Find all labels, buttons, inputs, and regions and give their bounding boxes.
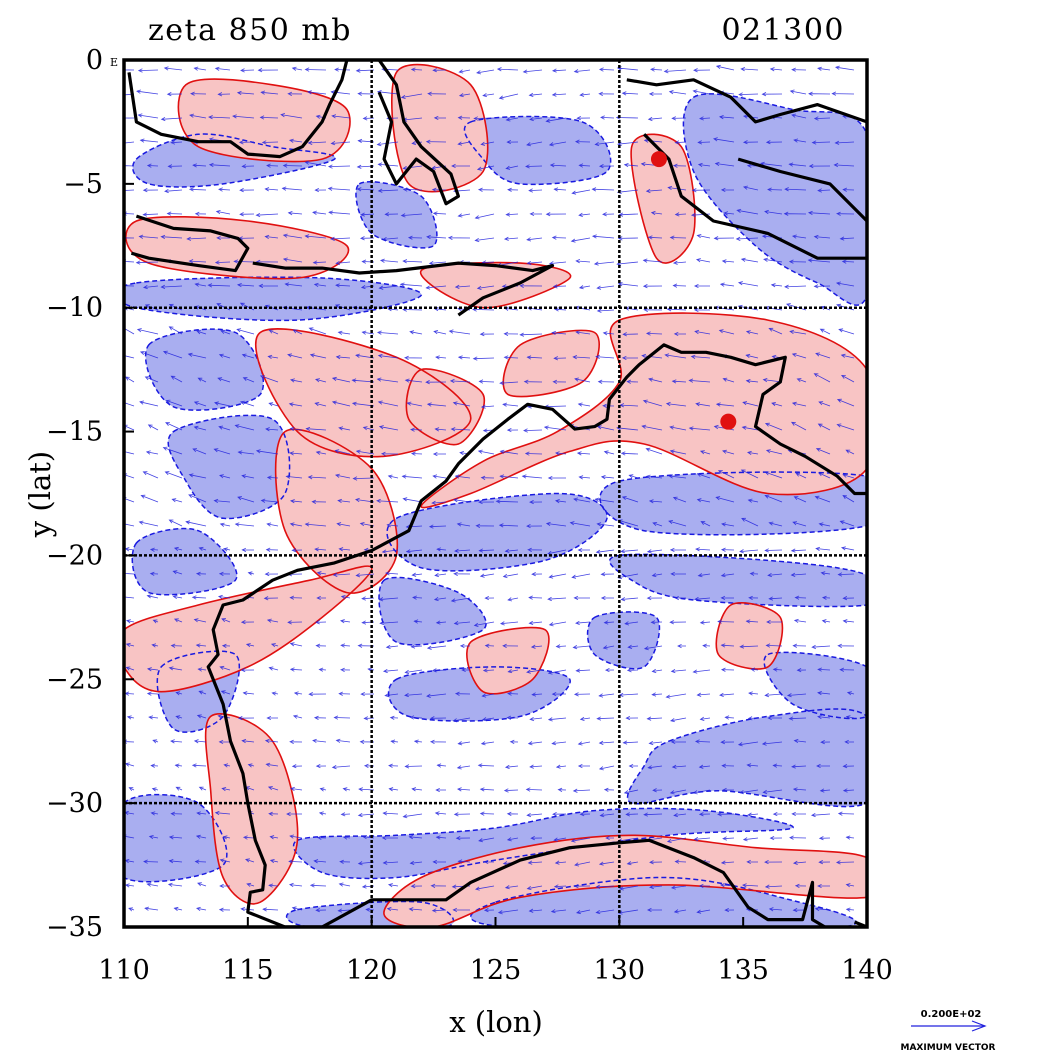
y-tick-label: −35 xyxy=(46,912,103,943)
negative-vorticity-region xyxy=(587,611,660,669)
negative-vorticity-region xyxy=(378,577,487,645)
x-axis-ticks: 110 115 120 125 130 135 140 xyxy=(98,917,893,986)
y-tick-label: −30 xyxy=(46,788,103,819)
x-tick-label: 110 xyxy=(98,955,150,986)
cyclone-marker xyxy=(650,151,667,168)
chart-title-right: 021300 xyxy=(721,13,845,48)
negative-vorticity-region xyxy=(609,554,867,607)
vector-legend-value: 0.200E+02 xyxy=(921,1009,982,1020)
coastline xyxy=(127,60,349,159)
y-tick-label: −25 xyxy=(46,664,103,695)
negative-vorticity-contour xyxy=(132,133,337,188)
negative-vorticity-contour xyxy=(124,793,228,883)
negative-vorticity-contour xyxy=(386,492,608,572)
coastline xyxy=(130,214,250,273)
y-tick-label: −20 xyxy=(46,540,103,571)
vector-legend-caption: MAXIMUM VECTOR xyxy=(900,1043,995,1053)
positive-vorticity-region xyxy=(466,627,549,694)
y-tick-label: −10 xyxy=(46,293,103,324)
coastline xyxy=(377,60,460,206)
negative-vorticity-contour xyxy=(626,708,867,808)
negative-vorticity-contour xyxy=(355,181,438,249)
positive-vorticity-contour xyxy=(274,428,399,594)
positive-vorticity-contour xyxy=(420,312,867,509)
positive-vorticity-region xyxy=(384,835,867,927)
negative-vorticity-region xyxy=(124,794,227,882)
positive-vorticity-contour xyxy=(391,63,489,193)
negative-vorticity-contour xyxy=(599,471,867,536)
positive-vorticity-contour xyxy=(715,602,784,670)
y-axis-label: y (lat) xyxy=(23,451,57,538)
x-tick-label: 120 xyxy=(346,955,398,986)
negative-vorticity-region xyxy=(387,493,608,571)
y-tick-label: −15 xyxy=(46,417,103,448)
negative-vorticity-region xyxy=(132,134,336,187)
negative-vorticity-region xyxy=(355,181,437,248)
x-tick-label: 135 xyxy=(717,955,769,986)
negative-vorticity-contour xyxy=(144,328,265,411)
coastline xyxy=(642,133,867,260)
negative-vorticity-contour xyxy=(763,651,867,720)
negative-vorticity-region xyxy=(683,93,867,306)
negative-vorticity-contour xyxy=(378,576,487,646)
cyclone-marker-layer xyxy=(650,151,737,430)
x-tick-label: 115 xyxy=(222,955,274,986)
positive-vorticity-contour xyxy=(630,133,696,264)
positive-vorticity-region xyxy=(503,330,600,397)
negative-vorticity-contour xyxy=(131,527,238,596)
negative-vorticity-contour xyxy=(608,553,867,608)
negative-vorticity-region xyxy=(464,116,611,185)
corner-label: E xyxy=(110,56,118,69)
negative-vorticity-contour xyxy=(586,611,661,670)
negative-vorticity-region xyxy=(124,277,422,321)
negative-vorticity-contour xyxy=(292,807,794,880)
positive-vorticity-region xyxy=(205,713,298,904)
positive-vorticity-contour xyxy=(419,261,572,309)
coastline xyxy=(737,157,867,223)
positive-vorticity-contour xyxy=(125,215,350,280)
positive-vorticity-region xyxy=(406,368,485,445)
negative-vorticity-region xyxy=(627,709,867,807)
negative-vorticity-contour xyxy=(463,115,612,186)
x-tick-label: 130 xyxy=(594,955,646,986)
cyclone-marker xyxy=(720,413,737,430)
x-tick-label: 140 xyxy=(841,955,893,986)
positive-vorticity-contour xyxy=(254,328,472,458)
vector-legend: 0.200E+02 MAXIMUM VECTOR xyxy=(900,1009,995,1053)
negative-vorticity-region xyxy=(145,329,264,411)
chart-title-left: zeta 850 mb xyxy=(148,13,352,48)
positive-vorticity-region xyxy=(716,602,783,670)
x-tick-label: 125 xyxy=(470,955,522,986)
positive-vorticity-region xyxy=(124,566,372,692)
negative-vorticity-contour xyxy=(167,414,291,520)
coastline xyxy=(626,78,867,124)
positive-vorticity-region xyxy=(631,134,695,264)
positive-vorticity-region xyxy=(420,262,571,308)
negative-vorticity-contour xyxy=(156,650,240,733)
coastline-layer xyxy=(127,60,867,927)
vector-legend-arrow-head xyxy=(971,1020,987,1032)
vorticity-fill-layer xyxy=(124,64,867,927)
coastline xyxy=(370,343,867,552)
negative-vorticity-region xyxy=(168,415,290,519)
positive-vorticity-contour xyxy=(466,626,550,695)
y-tick-label: −5 xyxy=(63,169,103,200)
y-tick-label: 0 xyxy=(86,45,103,76)
lat-lon-grid xyxy=(124,60,867,927)
x-axis-label: x (lon) xyxy=(449,1005,543,1039)
negative-vorticity-region xyxy=(132,528,237,595)
y-axis-ticks: 0 −5 −10 −15 −20 −25 −30 −35 xyxy=(46,45,134,943)
positive-vorticity-region xyxy=(421,313,867,508)
coastline xyxy=(206,548,826,927)
positive-vorticity-contour xyxy=(177,78,351,163)
positive-vorticity-contour xyxy=(502,329,600,398)
coastline xyxy=(252,261,555,317)
plot-area xyxy=(124,60,867,927)
negative-vorticity-contour xyxy=(387,666,571,722)
